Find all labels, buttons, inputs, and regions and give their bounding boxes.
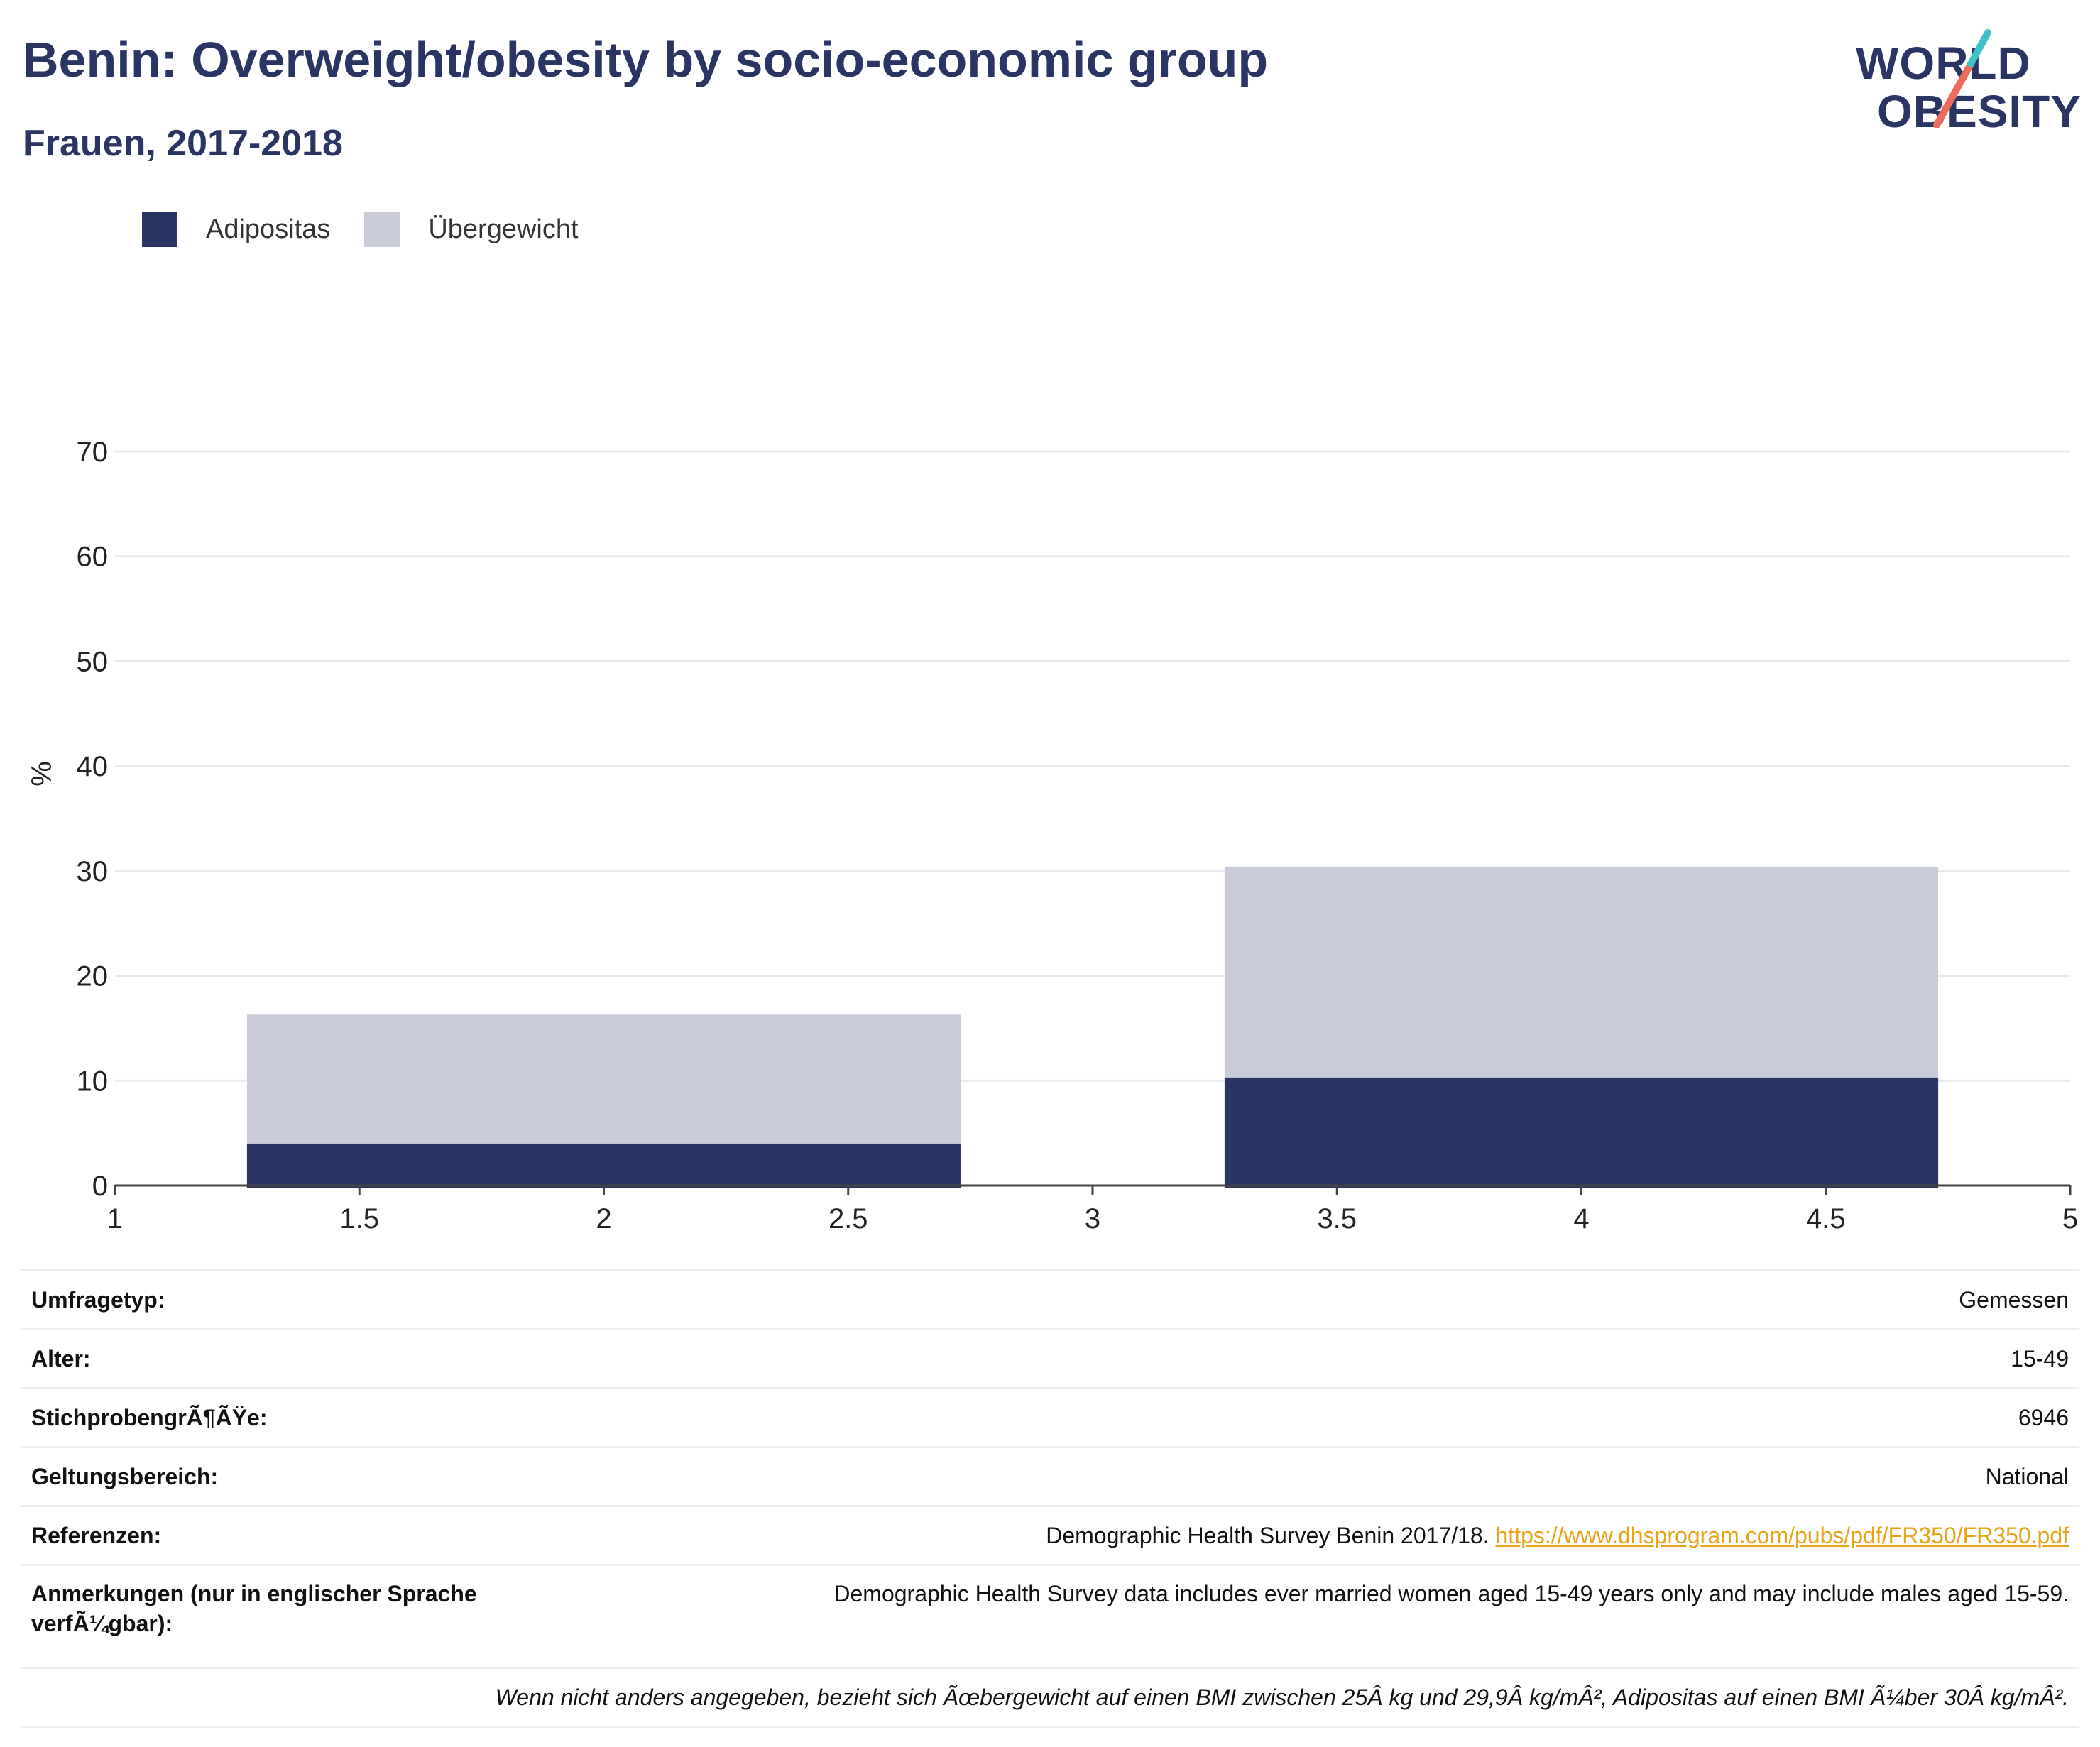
- references-label: Referenzen:: [31, 1523, 162, 1548]
- sample-size-label: StichprobengrÃ¶ÃŸe:: [31, 1405, 268, 1430]
- logo-slash-icon: [1933, 29, 1991, 128]
- sample-size-value: 6946: [2018, 1405, 2069, 1430]
- y-tick-label: 60: [77, 542, 109, 573]
- bar-adipositas-0[interactable]: [246, 1143, 961, 1188]
- info-row-scope: Geltungsbereich: National: [21, 1446, 2079, 1505]
- survey-type-label: Umfragetyp:: [31, 1287, 165, 1313]
- bar-uebergewicht-0[interactable]: [246, 1014, 961, 1144]
- references-text: Demographic Health Survey Benin 2017/18.: [1046, 1523, 1496, 1548]
- scope-label: Geltungsbereich:: [31, 1464, 219, 1489]
- x-tick-label: 2: [596, 1203, 611, 1234]
- legend-label-adipositas: Adipositas: [206, 214, 331, 244]
- y-tick-label: 0: [92, 1171, 108, 1202]
- info-row-sample-size: StichprobengrÃ¶ÃŸe: 6946: [21, 1387, 2079, 1446]
- info-row-notes: Anmerkungen (nur in englischer Sprache v…: [21, 1564, 2079, 1667]
- axes-group: 0 10 20 30 40 50 60 70 1 1.5 2 2.5 3 3.5 4 4.5 5: [77, 437, 2079, 1234]
- legend-label-uebergewicht: Übergewicht: [428, 214, 579, 244]
- y-tick-label: 30: [77, 856, 109, 887]
- chart-legend: Adipositas Übergewicht: [142, 210, 613, 248]
- legend-item-uebergewicht[interactable]: Übergewicht: [364, 212, 579, 247]
- notes-label: Anmerkungen (nur in englischer Sprache v…: [31, 1581, 477, 1636]
- survey-type-value: Gemessen: [1959, 1287, 2069, 1313]
- chart-title: Benin: Overweight/obesity by socio-econo…: [23, 32, 1269, 87]
- logo-line-1: WORLD: [1856, 38, 2031, 89]
- scope-value: National: [1985, 1464, 2069, 1489]
- y-tick-label: 40: [77, 751, 109, 782]
- legend-swatch-adipositas: [142, 212, 177, 247]
- logo-line-2: OBESITY: [1877, 86, 2082, 137]
- survey-info-table: Umfragetyp: Gemessen Alter: 15-49 Stichp…: [21, 1269, 2079, 1728]
- references-link[interactable]: https://www.dhsprogram.com/pubs/pdf/FR35…: [1495, 1523, 2069, 1548]
- bar-uebergewicht-1[interactable]: [1224, 866, 1939, 1078]
- age-label: Alter:: [31, 1346, 91, 1371]
- legend-item-adipositas[interactable]: Adipositas: [142, 212, 330, 247]
- x-tick-label: 3: [1085, 1203, 1100, 1234]
- x-tick-label: 1.5: [339, 1203, 379, 1234]
- legend-swatch-uebergewicht: [364, 212, 400, 247]
- chart-subtitle: Frauen, 2017-2018: [23, 123, 343, 164]
- notes-value: Demographic Health Survey data includes …: [833, 1581, 2069, 1606]
- x-tick-label: 4: [1573, 1203, 1589, 1234]
- info-row-references: Referenzen: Demographic Health Survey Be…: [21, 1505, 2079, 1564]
- world-obesity-logo: WORLD OBESITY: [1846, 20, 2087, 155]
- bmi-footnote: Wenn nicht anders angegeben, bezieht sic…: [21, 1667, 2079, 1728]
- y-tick-label: 10: [77, 1066, 109, 1097]
- bar-chart: 0 10 20 30 40 50 60 70 1 1.5 2 2.5 3 3.5 4 4.5 5 %: [26, 437, 2079, 1234]
- y-tick-label: 20: [77, 961, 109, 992]
- info-row-survey-type: Umfragetyp: Gemessen: [21, 1269, 2079, 1328]
- references-value: Demographic Health Survey Benin 2017/18.…: [571, 1521, 2069, 1550]
- x-tick-label: 5: [2062, 1203, 2078, 1234]
- x-tick-label: 2.5: [828, 1203, 868, 1234]
- age-value: 15-49: [2011, 1346, 2069, 1371]
- y-tick-label: 50: [77, 646, 109, 677]
- bar-adipositas-1[interactable]: [1224, 1077, 1939, 1188]
- x-tick-label: 3.5: [1317, 1203, 1357, 1234]
- x-tick-label: 4.5: [1806, 1203, 1846, 1234]
- bars-group: [246, 866, 1939, 1188]
- info-row-age: Alter: 15-49: [21, 1328, 2079, 1387]
- x-tick-label: 1: [107, 1203, 123, 1234]
- y-axis-label: %: [26, 761, 58, 787]
- y-tick-label: 70: [77, 437, 109, 468]
